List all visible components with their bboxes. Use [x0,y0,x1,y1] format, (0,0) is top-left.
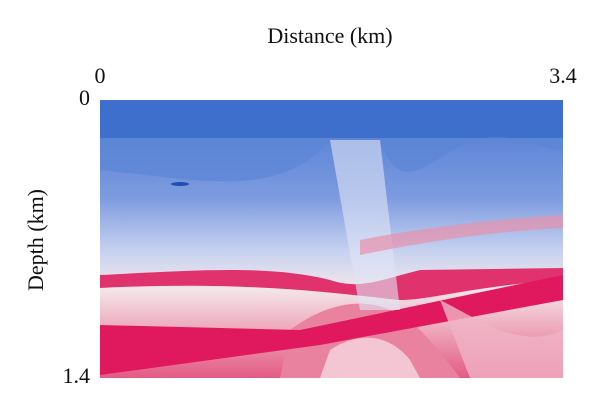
y-tick-label: 0 [79,85,90,110]
y-tick-label: 1.4 [63,363,91,388]
y-axis-label: Depth (km) [23,189,48,291]
x-tick-label: 0 [95,63,106,88]
x-axis-label: Distance (km) [267,23,392,48]
x-tick-label: 3.4 [549,63,577,88]
ticks: 0 3.4 0 1.4 [63,63,577,388]
velocity-image [100,100,563,378]
